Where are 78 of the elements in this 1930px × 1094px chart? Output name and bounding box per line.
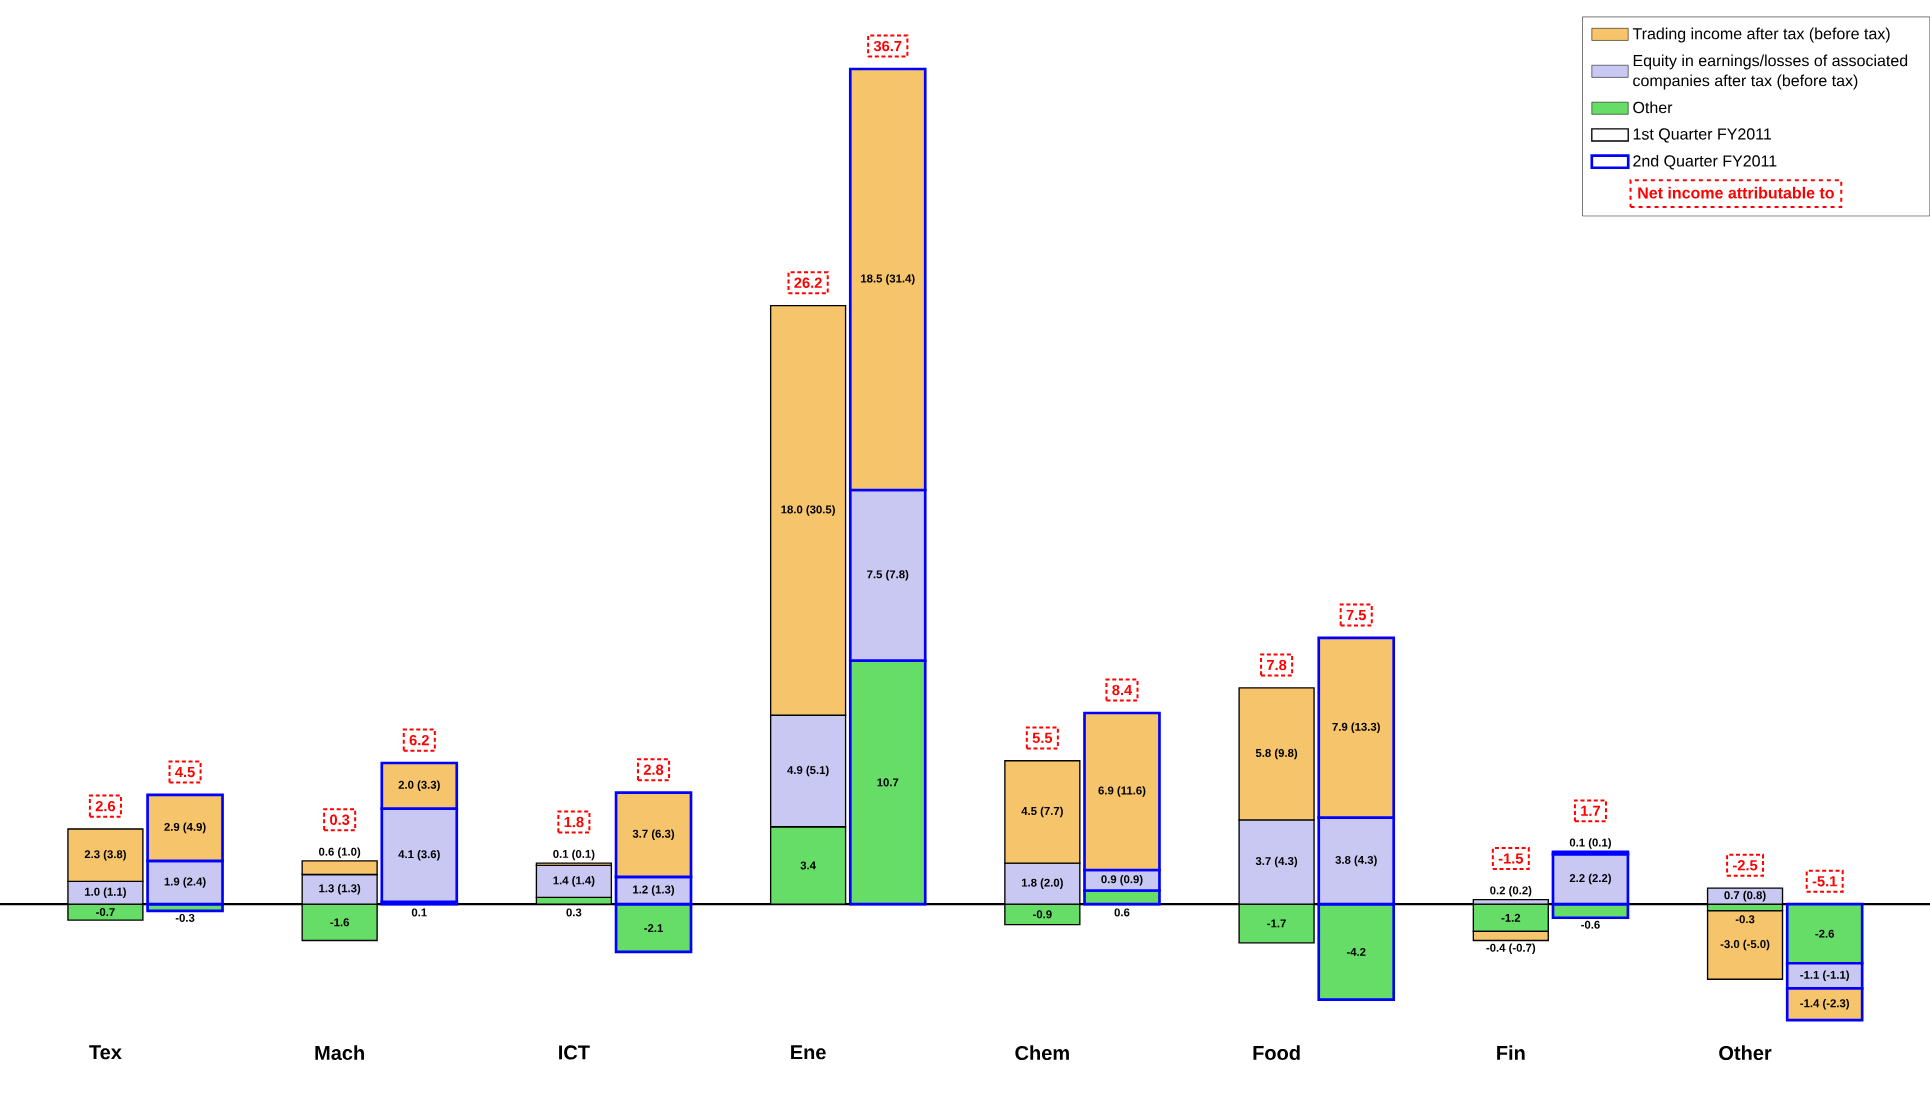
data-label: -1.1 (-1.1) — [1800, 970, 1849, 982]
data-label: 3.7 (4.3) — [1255, 856, 1298, 868]
x-tick-label: Other — [1719, 1045, 1772, 1061]
data-label: 1.0 (1.1) — [85, 887, 126, 899]
data-label: 1.4 (1.4) — [553, 876, 595, 887]
data-label: 2.0 (3.3) — [398, 780, 440, 792]
legend-label: Other — [1633, 101, 1673, 114]
data-label: 0.1 — [411, 908, 427, 917]
data-label: 0.1 (0.1) — [553, 849, 595, 861]
data-label: 7.9 (13.3) — [1332, 722, 1380, 734]
data-label: 7.5 (7.8) — [867, 570, 909, 581]
data-label: 3.7 (6.3) — [632, 829, 675, 840]
total-label: 2.6 — [95, 800, 116, 812]
data-label: 1.3 (1.3) — [319, 884, 361, 895]
data-label: 1.2 (1.3) — [633, 885, 675, 896]
data-label: -1.2 — [1501, 913, 1521, 922]
data-label: 1.9 (2.4) — [164, 877, 206, 888]
data-label: 0.9 (0.9) — [1101, 874, 1143, 886]
annotation: 2nd Quarter FY2011 — [1633, 154, 1777, 170]
data-label: 6.9 (11.6) — [1098, 786, 1146, 797]
total-label: -2.5 — [1732, 860, 1758, 871]
data-label: 2.9 (4.9) — [164, 822, 206, 834]
data-label: -2.1 — [644, 924, 663, 932]
x-tick-label: Food — [1253, 1045, 1300, 1061]
data-label: 3.4 — [800, 861, 816, 870]
total-label: -5.1 — [1812, 876, 1837, 887]
data-label: 4.1 (3.6) — [398, 849, 440, 861]
data-label: 0.6 (1.0) — [318, 847, 361, 858]
data-label: -0.9 — [1033, 910, 1052, 919]
data-label: 3.8 (4.3) — [1335, 855, 1377, 867]
data-label: 0.6 — [1114, 908, 1130, 917]
data-label: 18.0 (30.5) — [781, 505, 835, 516]
data-label: 18.5 (31.4) — [861, 274, 915, 285]
legend-label: Equity in earnings/losses of associated companies after tax (before tax) — [1633, 54, 1908, 90]
x-tick-label: Ene — [791, 1045, 826, 1060]
data-label: 0.1 (0.1) — [1569, 838, 1611, 849]
total-label: 36.7 — [873, 40, 902, 52]
total-label: 7.8 — [1267, 659, 1287, 671]
annotation: Net income attributable to — [1638, 186, 1834, 199]
data-label: 0.2 (0.2) — [1490, 886, 1532, 897]
data-label: 0.3 — [566, 908, 582, 917]
x-tick-label: Chem — [1015, 1045, 1069, 1061]
total-label: -1.5 — [1498, 853, 1524, 864]
total-label: 1.8 — [564, 816, 584, 828]
data-label: -0.6 — [1581, 920, 1600, 929]
data-label: -0.3 — [175, 913, 195, 922]
data-label: 2.3 (3.8) — [84, 849, 126, 861]
data-label: 2.2 (2.2) — [1569, 873, 1611, 885]
annotation: 1st Quarter FY2011 — [1633, 128, 1772, 143]
total-label: 6.2 — [409, 734, 429, 746]
total-label: 7.5 — [1346, 609, 1366, 621]
data-label: -1.6 — [330, 918, 350, 927]
data-label: -3.0 (-5.0) — [1720, 939, 1770, 951]
total-label: 4.5 — [175, 766, 195, 778]
total-label: 1.7 — [1581, 805, 1600, 816]
data-label: -1.7 — [1267, 919, 1286, 928]
data-label: 10.7 — [877, 778, 899, 787]
x-tick-label: Tex — [89, 1045, 122, 1060]
data-label: 4.9 (5.1) — [787, 765, 829, 777]
x-tick-label: Mach — [315, 1045, 364, 1061]
total-label: 26.2 — [794, 277, 822, 288]
total-label: 2.8 — [643, 764, 664, 775]
data-label: 4.5 (7.7) — [1021, 806, 1063, 818]
x-tick-label: ICT — [559, 1045, 590, 1060]
x-tick-label: Fin — [1497, 1045, 1525, 1060]
data-label: -4.2 — [1346, 947, 1366, 956]
data-label: 1.8 (2.0) — [1021, 878, 1063, 889]
legend-label: Trading income after tax (before tax) — [1632, 27, 1890, 43]
data-label: 0.7 (0.8) — [1724, 890, 1766, 902]
total-label: 0.3 — [330, 814, 350, 825]
total-label: 5.5 — [1032, 732, 1053, 744]
data-label: -2.6 — [1815, 929, 1835, 938]
data-label: 5.8 (9.8) — [1255, 748, 1298, 760]
data-label: -1.4 (-2.3) — [1800, 998, 1849, 1010]
data-label: -0.3 — [1735, 915, 1755, 924]
data-label: -0.7 — [96, 908, 115, 917]
data-label: -0.4 (-0.7) — [1486, 943, 1536, 955]
total-label: 8.4 — [1112, 684, 1133, 696]
